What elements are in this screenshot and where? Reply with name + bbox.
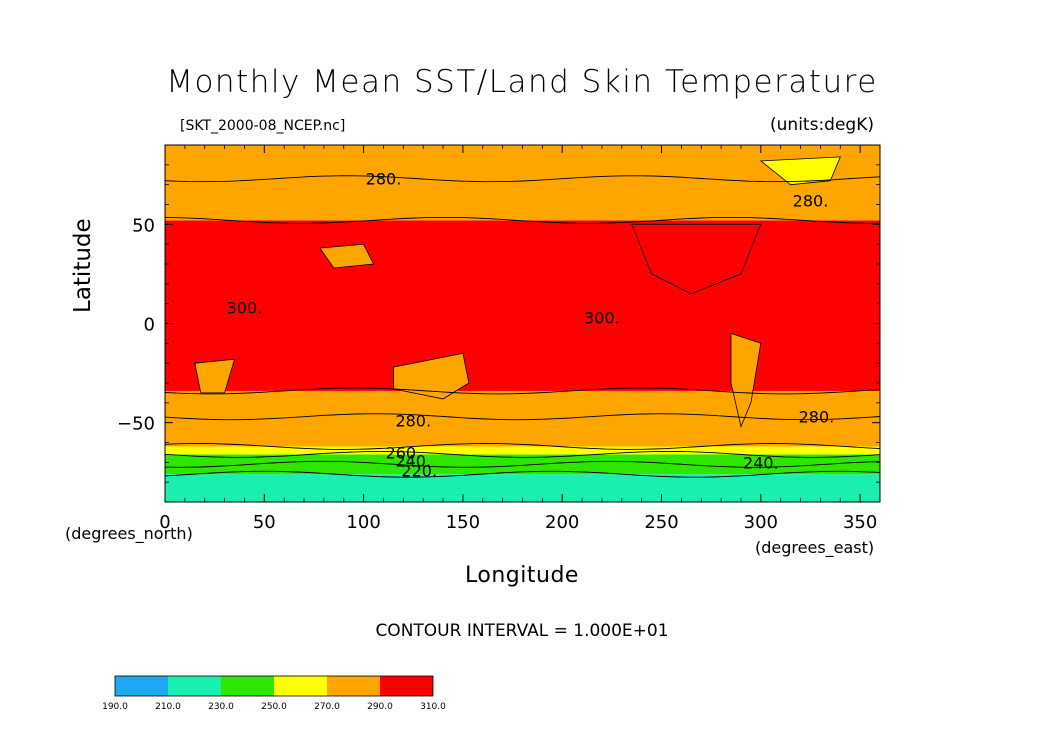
contour-label: 280. <box>793 192 829 211</box>
field-band <box>165 446 880 455</box>
colorbar-label: 190.0 <box>102 702 128 712</box>
contour-line <box>164 216 880 224</box>
north-america-warm <box>631 223 762 295</box>
x-tick-label: 250 <box>644 512 678 533</box>
x-axis-label: Longitude <box>465 563 579 588</box>
contour-line <box>164 470 881 478</box>
colorbar-swatch <box>274 676 327 696</box>
colorbar-label: 210.0 <box>155 702 181 712</box>
contour-label: 280. <box>395 412 431 431</box>
africa-south-cool <box>194 358 236 394</box>
units-label: (units:degK) <box>770 115 874 135</box>
x-tick-label: 350 <box>843 512 877 533</box>
contour-line <box>164 387 881 395</box>
x-axis-unit-label: (degrees_east) <box>755 538 875 557</box>
contour-line <box>164 443 881 450</box>
contour-label: 220. <box>401 461 437 480</box>
contour-label: 240. <box>395 451 431 470</box>
contour-label: 280. <box>366 170 402 189</box>
colorbar-label: 250.0 <box>261 702 287 712</box>
colorbar-swatch <box>327 676 380 696</box>
colorbar-swatch <box>168 676 221 696</box>
y-axis-unit-label: (degrees_north) <box>65 524 193 543</box>
contour-line <box>164 450 881 458</box>
y-tick-label: 0 <box>144 315 155 336</box>
contour-label: 300. <box>227 299 263 318</box>
field-band <box>165 220 880 391</box>
colorbar-swatch <box>115 676 168 696</box>
x-tick-label: 300 <box>744 512 778 533</box>
field-band <box>165 454 880 475</box>
colorbar-swatch <box>380 676 433 696</box>
field-band <box>165 145 880 221</box>
contour-label: 300. <box>584 309 620 328</box>
colorbar-swatch <box>221 676 274 696</box>
contour-line <box>164 460 881 468</box>
colorbar-label: 270.0 <box>314 702 340 712</box>
x-tick-label: 50 <box>253 512 276 533</box>
y-tick-label: 50 <box>132 215 155 236</box>
chart-title: Monthly Mean SST/Land Skin Temperature <box>166 64 878 100</box>
australia-cool <box>393 352 470 400</box>
x-tick-label: 150 <box>446 512 480 533</box>
x-tick-label: 200 <box>545 512 579 533</box>
colorbar-label: 290.0 <box>367 702 393 712</box>
contour-label: 260. <box>386 443 422 462</box>
y-tick-label: −50 <box>117 414 155 435</box>
field-band <box>165 474 880 502</box>
contour-line <box>164 413 881 421</box>
x-tick-label: 0 <box>159 512 170 533</box>
colorbar-label: 310.0 <box>420 702 446 712</box>
x-tick-label: 100 <box>346 512 380 533</box>
contour-interval-text: CONTOUR INTERVAL = 1.000E+01 <box>375 621 669 641</box>
colorbar-label: 230.0 <box>208 702 234 712</box>
tibet-cool <box>319 243 375 269</box>
contour-label: 280. <box>799 408 835 427</box>
contour-label: 240. <box>743 453 779 472</box>
south-america-cool <box>730 332 762 428</box>
greenland-cool <box>759 156 841 186</box>
colorbar-frame <box>114 675 434 697</box>
dataset-filename: [SKT_2000-08_NCEP.nc] <box>180 118 346 134</box>
contour-line <box>164 175 881 183</box>
